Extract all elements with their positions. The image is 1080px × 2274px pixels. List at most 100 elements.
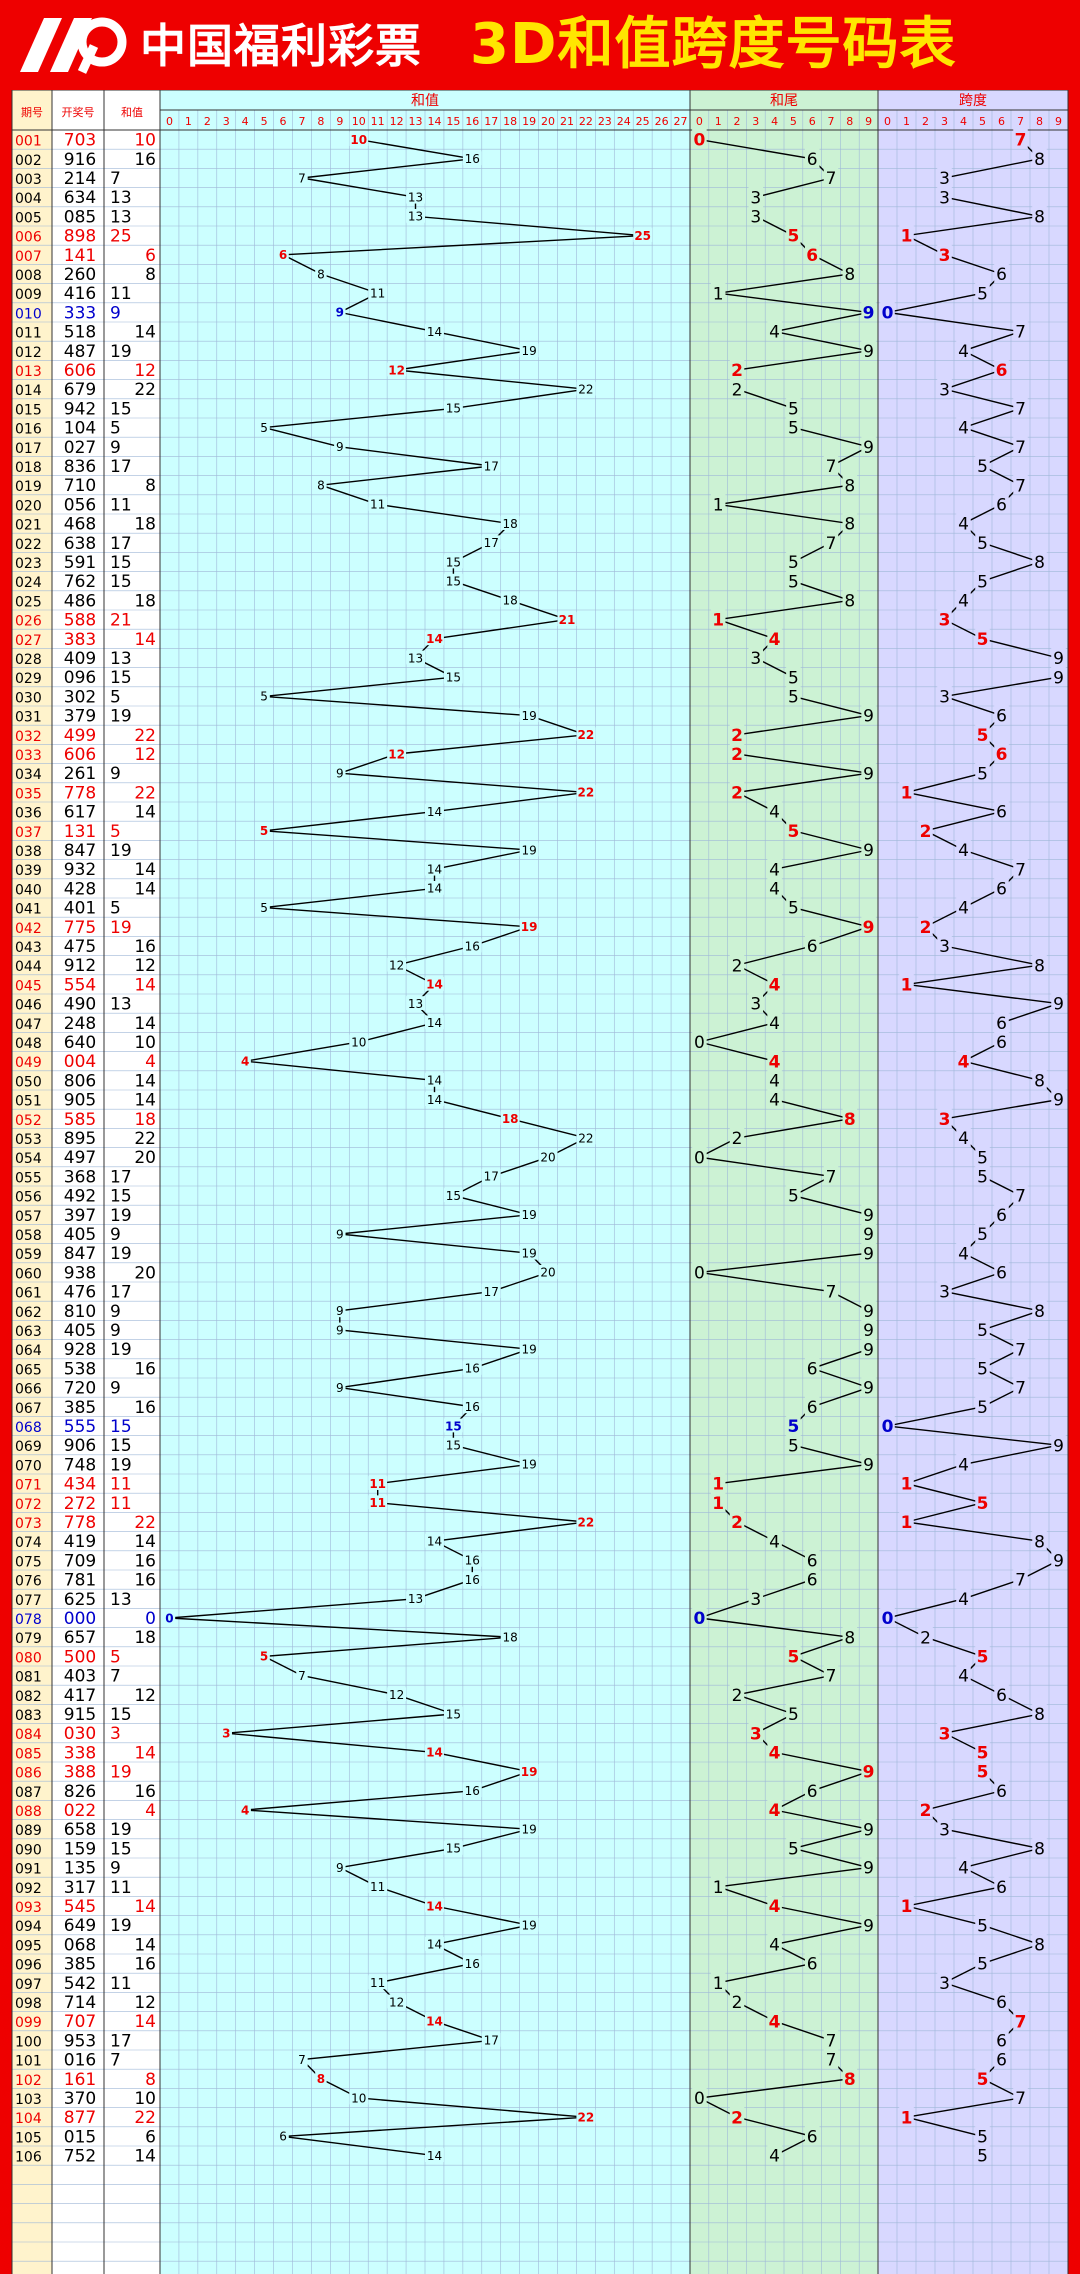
tail-point: 4 — [769, 1014, 780, 1034]
sum-point-bg — [519, 1207, 539, 1222]
sum-cell: 19 — [110, 707, 132, 727]
sum-cell: 4 — [145, 1801, 156, 1821]
sum-point-bg — [406, 996, 425, 1010]
span-point-bg — [937, 167, 952, 188]
draw-cell: 585 — [64, 1110, 96, 1130]
span-point-bg — [1013, 321, 1028, 341]
sum-cell: 12 — [134, 1686, 156, 1706]
span-point: 7 — [1015, 400, 1026, 420]
span-point: 8 — [1034, 1705, 1045, 1725]
span-point: 1 — [901, 2108, 913, 2128]
sum-cell: 5 — [110, 419, 121, 439]
sum-point-bg — [443, 554, 463, 569]
period-cell: 007 — [15, 249, 42, 265]
span-point-bg — [1013, 1338, 1028, 1359]
span-point: 5 — [977, 1360, 988, 1380]
span-point-bg — [975, 628, 990, 648]
sum-point: 6 — [279, 2130, 287, 2144]
tail-point: 0 — [693, 1609, 705, 1629]
period-cell: 056 — [15, 1190, 42, 1206]
sum-point: 20 — [540, 1151, 555, 1165]
span-point: 8 — [1034, 553, 1045, 573]
span-point: 1 — [901, 227, 913, 247]
tail-point: 9 — [863, 707, 874, 727]
sum-cell: 9 — [110, 1321, 121, 1341]
span-point-bg — [937, 1722, 952, 1743]
period-cell: 087 — [15, 1785, 42, 1801]
sum-cell: 16 — [134, 1955, 156, 1975]
sum-point: 22 — [578, 728, 595, 742]
tail-point: 8 — [844, 1628, 855, 1648]
span-point-bg — [1051, 666, 1066, 687]
tail-trend-line — [697, 138, 872, 2157]
sum-point-bg — [519, 1764, 539, 1778]
span-point-bg — [918, 1799, 933, 1820]
sum-cell: 14 — [134, 1014, 156, 1034]
span-point: 6 — [996, 1993, 1007, 2013]
sum-cell: 16 — [134, 1571, 156, 1591]
sum-cell: 12 — [134, 956, 156, 976]
period-cell: 054 — [15, 1151, 42, 1167]
draw-cell: 405 — [64, 1225, 96, 1245]
sum-tick-label: 23 — [598, 115, 612, 128]
period-cell: 088 — [15, 1804, 42, 1820]
tail-point-bg — [767, 1741, 782, 1762]
sum-cell: 15 — [110, 399, 132, 419]
sum-cell: 18 — [134, 591, 156, 611]
sum-cell: 19 — [110, 841, 132, 861]
sum-tick-label: 12 — [390, 115, 404, 128]
span-point: 5 — [977, 534, 988, 554]
tail-point-bg — [861, 1338, 876, 1359]
sum-point-bg — [519, 343, 539, 358]
period-cell: 083 — [15, 1708, 42, 1724]
span-point: 3 — [939, 1110, 951, 1130]
sum-point-bg — [576, 2109, 596, 2124]
tail-point-bg — [786, 1703, 801, 1724]
span-point: 7 — [1015, 323, 1026, 343]
sum-point: 9 — [336, 306, 344, 320]
brand-name: 中国福利彩票 — [140, 19, 422, 73]
span-point: 4 — [958, 342, 969, 362]
span-point-bg — [880, 1415, 895, 1436]
tail-point-bg — [786, 820, 801, 840]
span-point-bg — [937, 1972, 952, 1992]
sum-point: 12 — [389, 1688, 404, 1702]
tail-point-bg — [786, 1645, 801, 1666]
span-point-bg — [1013, 2010, 1028, 2031]
sum-point: 14 — [426, 978, 443, 992]
sum-point: 20 — [540, 1266, 555, 1280]
tail-point-bg — [804, 1357, 820, 1378]
span-point-bg — [975, 2068, 990, 2088]
period-cell: 079 — [15, 1631, 42, 1647]
draw-cell: 826 — [64, 1782, 96, 1802]
sum-point-bg — [334, 304, 346, 319]
tail-point: 7 — [826, 1667, 837, 1687]
draw-cell: 161 — [64, 2070, 96, 2090]
sum-point: 14 — [426, 1899, 443, 1913]
span-tick-label: 2 — [922, 115, 929, 128]
period-cell: 106 — [15, 2150, 42, 2166]
sum-point: 18 — [502, 1112, 519, 1126]
draw-cell: 272 — [64, 1494, 96, 1514]
tail-point: 5 — [787, 227, 799, 247]
span-point: 3 — [939, 1283, 950, 1303]
tail-point-bg — [767, 858, 782, 879]
sum-point-bg — [538, 1149, 558, 1164]
tail-point: 9 — [863, 1763, 875, 1783]
tail-point-bg — [823, 2049, 839, 2069]
span-point: 8 — [1034, 1302, 1045, 1322]
sum-point-bg — [576, 381, 596, 396]
sum-cell: 15 — [110, 1436, 132, 1456]
draw-cell: 634 — [64, 188, 96, 208]
tail-point-bg — [710, 282, 726, 303]
tail-point-bg — [804, 1953, 820, 1973]
span-point: 3 — [939, 1820, 950, 1840]
sum-cell: 18 — [134, 1628, 156, 1648]
span-point-bg — [956, 1242, 971, 1263]
sum-point: 12 — [389, 1995, 404, 2009]
tail-point: 5 — [788, 1840, 799, 1860]
tail-point: 8 — [844, 515, 855, 535]
tail-point-bg — [767, 1530, 782, 1551]
span-point-bg — [899, 781, 914, 802]
draw-cell: 416 — [64, 284, 96, 304]
